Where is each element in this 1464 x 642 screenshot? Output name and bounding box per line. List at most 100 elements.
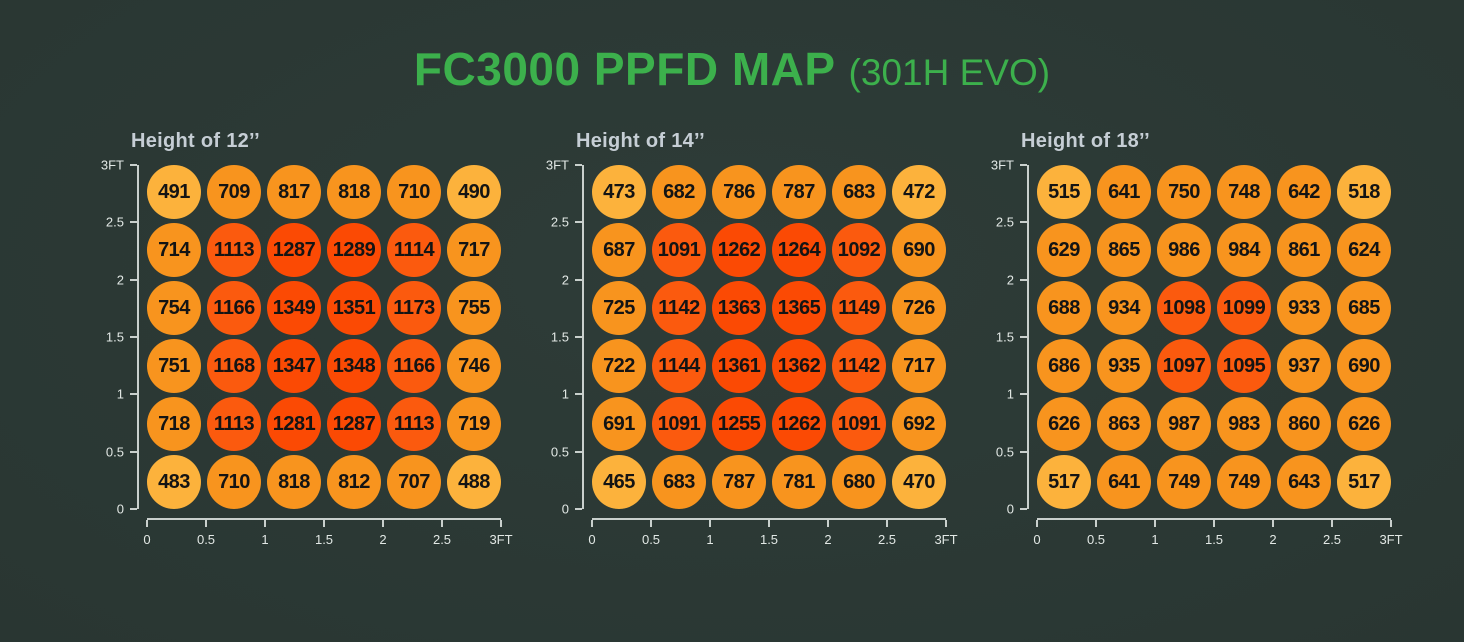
ppfd-value-bubble: 749	[1217, 455, 1271, 509]
x-axis: 0 0.5 1 1.5 2 2.5 3FT	[588, 518, 958, 560]
x-axis-label: 1	[261, 532, 269, 547]
x-axis-tick	[146, 520, 148, 527]
ppfd-value-bubble: 718	[147, 397, 201, 451]
ppfd-value-bubble: 1351	[327, 281, 381, 335]
x-axis-label: 1	[706, 532, 714, 547]
ppfd-value-bubble: 817	[267, 165, 321, 219]
ppfd-value-bubble: 687	[592, 223, 646, 277]
heatmap-panel-3: Height of 18’’ 3FT 2.5 2 1.5 1 0.5 0 515 641 750 74…	[987, 130, 1403, 560]
plot-area: 3FT 2.5 2 1.5 1 0.5 0 515 641 750 748 642 518 629 865 9…	[987, 158, 1391, 517]
ppfd-value-bubble: 1091	[832, 397, 886, 451]
y-axis-tick	[575, 450, 582, 453]
ppfd-value-bubble: 935	[1097, 339, 1151, 393]
ppfd-value-bubble: 680	[832, 455, 886, 509]
ppfd-value-bubble: 685	[1337, 281, 1391, 335]
x-axis-label: 2.5	[1322, 532, 1342, 547]
y-axis-tick	[130, 336, 137, 338]
ppfd-value-bubble: 1361	[712, 339, 766, 393]
y-axis-tick	[130, 278, 137, 281]
ppfd-value-bubble: 726	[892, 281, 946, 335]
y-axis-tick	[130, 450, 137, 453]
x-axis-tick	[945, 520, 947, 527]
panel-title: Height of 14’’	[576, 130, 706, 152]
ppfd-value-bubble: 1289	[327, 223, 381, 277]
y-axis-label: 0.5	[550, 444, 569, 460]
y-axis-label: 1.5	[105, 329, 124, 345]
page-title-variant: (301H EVO)	[848, 52, 1051, 93]
ppfd-value-bubble: 517	[1337, 455, 1391, 509]
y-axis-label: 0.5	[995, 444, 1014, 460]
y-axis-tick	[1020, 221, 1027, 224]
ppfd-value-bubble: 710	[387, 165, 441, 219]
y-axis-tick	[575, 508, 582, 510]
heatmap-panels: Height of 12’’ 3FT 2.5 2 1.5 1 0.5 0 491 709 817 81…	[0, 130, 1464, 560]
ppfd-value-bubble: 1113	[207, 397, 261, 451]
y-axis-tick	[1020, 450, 1027, 453]
y-axis-label: 3FT	[990, 157, 1014, 173]
y-axis-label: 0	[1006, 501, 1014, 517]
x-axis-label: 0.5	[196, 532, 216, 547]
plot-area: 3FT 2.5 2 1.5 1 0.5 0 491 709 817 818 710 490 714 1113…	[97, 158, 501, 517]
ppfd-value-bubble: 987	[1157, 397, 1211, 451]
y-axis-label: 1	[561, 386, 569, 402]
ppfd-value-bubble: 1091	[652, 397, 706, 451]
ppfd-value-bubble: 717	[447, 223, 501, 277]
y-axis-tick	[130, 508, 137, 510]
x-axis-tick	[1331, 520, 1333, 527]
ppfd-value-bubble: 751	[147, 339, 201, 393]
ppfd-value-bubble: 682	[652, 165, 706, 219]
ppfd-value-bubble: 812	[327, 455, 381, 509]
x-axis-tick	[1036, 520, 1038, 527]
x-axis-tick	[205, 520, 207, 527]
ppfd-value-bubble: 983	[1217, 397, 1271, 451]
ppfd-value-bubble: 1144	[652, 339, 706, 393]
ppfd-value-bubble: 1166	[387, 339, 441, 393]
ppfd-value-bubble: 748	[1217, 165, 1271, 219]
ppfd-value-bubble: 643	[1277, 455, 1331, 509]
ppfd-value-bubble: 749	[1157, 455, 1211, 509]
ppfd-value-bubble: 1264	[772, 223, 826, 277]
ppfd-value-bubble: 1166	[207, 281, 261, 335]
y-axis-label: 2.5	[550, 214, 569, 230]
ppfd-value-bubble: 1262	[772, 397, 826, 451]
y-axis-label: 2.5	[995, 214, 1014, 230]
y-axis-tick	[1020, 508, 1027, 510]
x-axis-label: 2	[379, 532, 387, 547]
ppfd-value-bubble: 1365	[772, 281, 826, 335]
ppfd-value-bubble: 1091	[652, 223, 706, 277]
y-axis-label: 1.5	[550, 329, 569, 345]
ppfd-value-bubble: 934	[1097, 281, 1151, 335]
y-axis-tick	[575, 164, 582, 166]
x-axis-label: 2.5	[432, 532, 452, 547]
ppfd-value-bubble: 626	[1337, 397, 1391, 451]
ppfd-value-bubble: 719	[447, 397, 501, 451]
x-axis-label: 0	[143, 532, 151, 547]
x-axis-tick	[1154, 520, 1156, 527]
x-axis-tick	[886, 520, 888, 527]
y-axis-tick	[575, 221, 582, 224]
ppfd-value-bubble: 986	[1157, 223, 1211, 277]
ppfd-value-bubble: 714	[147, 223, 201, 277]
y-axis-tick	[1020, 336, 1027, 338]
ppfd-value-bubble: 750	[1157, 165, 1211, 219]
ppfd-value-bubble: 692	[892, 397, 946, 451]
ppfd-value-bubble: 1347	[267, 339, 321, 393]
y-axis-label: 3FT	[100, 157, 124, 173]
heatmap-panel-1: Height of 12’’ 3FT 2.5 2 1.5 1 0.5 0 491 709 817 81…	[97, 130, 513, 560]
y-axis-label: 2	[116, 272, 124, 288]
ppfd-value-bubble: 490	[447, 165, 501, 219]
y-axis-tick	[575, 393, 582, 396]
x-axis-tick	[264, 520, 266, 527]
ppfd-value-bubble: 517	[1037, 455, 1091, 509]
ppfd-value-bubble: 1098	[1157, 281, 1211, 335]
x-axis-label: 3FT	[934, 532, 958, 547]
ppfd-value-bubble: 470	[892, 455, 946, 509]
ppfd-value-bubble: 787	[772, 165, 826, 219]
x-axis-label: 2	[824, 532, 832, 547]
ppfd-value-bubble: 683	[832, 165, 886, 219]
ppfd-bubble-grid: 473 682 786 787 683 472 687 1091 1262 1264 1092 690…	[592, 165, 946, 509]
x-axis-tick	[382, 520, 384, 527]
x-axis: 0 0.5 1 1.5 2 2.5 3FT	[1033, 518, 1403, 560]
x-axis-label: 0.5	[1086, 532, 1106, 547]
y-axis-label: 0	[561, 501, 569, 517]
